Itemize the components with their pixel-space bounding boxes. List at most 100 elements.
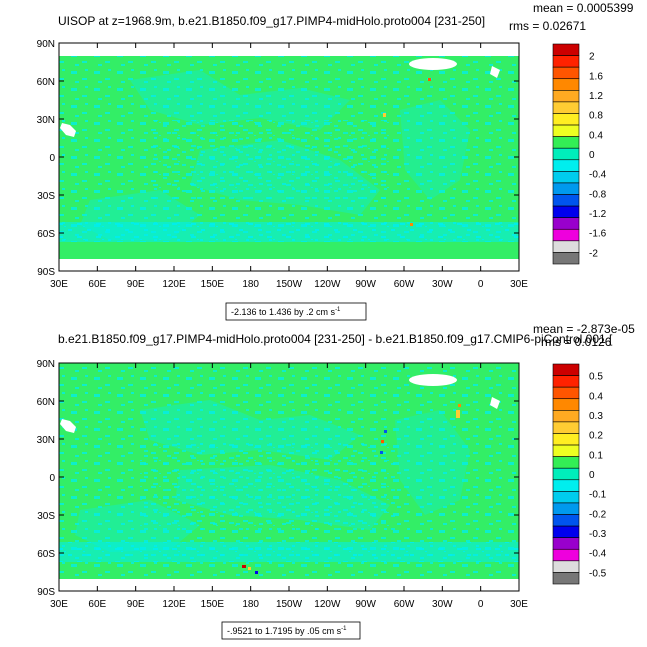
- x-tick-label: 180: [242, 279, 259, 290]
- colorbar-label: 1.6: [589, 71, 603, 82]
- y-tick-label: 0: [49, 473, 55, 484]
- y-tick-label: 30S: [37, 511, 55, 522]
- x-tick-label: 0: [478, 279, 484, 290]
- panel-1-title: UISOP at z=1968.9m, b.e21.B1850.f09_g17.…: [58, 14, 485, 28]
- x-tick-label: 30W: [432, 599, 453, 610]
- panel-2-title: b.e21.B1850.f09_g17.PIMP4-midHolo.proto0…: [58, 332, 613, 346]
- colorbar-swatch: [552, 147, 580, 161]
- colorbar-label: -0.3: [589, 529, 607, 540]
- x-tick-label: 60E: [88, 279, 106, 290]
- x-tick-label: 30W: [432, 279, 453, 290]
- colorbar-swatch: [552, 502, 580, 515]
- colorbar-swatch: [552, 90, 580, 103]
- x-tick-label: 30E: [510, 599, 528, 610]
- panel-1-y-axis: 90N 60N 30N 0 30S 60S 90S: [37, 39, 519, 278]
- y-tick-label: 60N: [37, 397, 55, 408]
- colorbar-swatch: [552, 398, 580, 411]
- y-tick-label: 30S: [37, 191, 55, 202]
- x-tick-label: 150W: [276, 599, 303, 610]
- x-tick-label: 60W: [394, 599, 415, 610]
- colorbar-swatch: [552, 491, 580, 504]
- colorbar-label: -0.5: [589, 568, 607, 579]
- y-tick-label: 90S: [37, 587, 55, 598]
- y-tick-label: 90S: [37, 267, 55, 278]
- y-tick-label: 0: [49, 153, 55, 164]
- colorbar-swatch: [552, 410, 580, 423]
- x-tick-label: 0: [478, 599, 484, 610]
- colorbar-swatch: [552, 194, 580, 207]
- x-tick-label: 90E: [127, 599, 145, 610]
- colorbar-swatch: [552, 421, 580, 434]
- panel-1-contour-info: -2.136 to 1.436 by .2 cm s-1: [231, 307, 341, 317]
- colorbar-swatch: [552, 136, 580, 149]
- colorbar-swatch: [552, 548, 580, 562]
- x-tick-label: 30E: [50, 279, 68, 290]
- colorbar-label: -1.2: [589, 209, 607, 220]
- colorbar-swatch: [552, 240, 580, 253]
- colorbar-swatch: [552, 205, 580, 218]
- panel-1-rms: rms = 0.02671: [509, 19, 586, 33]
- colorbar-swatch: [552, 572, 580, 585]
- panel-2-y-axis: 90N 60N 30N 0 30S 60S 90S: [37, 359, 519, 598]
- colorbar-swatch: [552, 386, 580, 400]
- panel-2: b.e21.B1850.f09_g17.PIMP4-midHolo.proto0…: [37, 322, 635, 640]
- colorbar-label: 0.5: [589, 372, 603, 383]
- x-tick-label: 60E: [88, 599, 106, 610]
- colorbar-label: 1.2: [589, 91, 603, 102]
- colorbar-label: 0.4: [589, 130, 603, 141]
- x-tick-label: 120E: [162, 599, 186, 610]
- colorbar-swatch: [552, 217, 580, 230]
- y-tick-label: 30N: [37, 115, 55, 126]
- panel-2-x-axis: 30E 60E 90E 120E 150E 180 150W 120W 90W 60W 30W 0 30…: [50, 363, 528, 610]
- colorbar-swatch: [552, 514, 580, 527]
- x-tick-label: 120W: [314, 279, 341, 290]
- x-tick-label: 90W: [355, 599, 376, 610]
- colorbar-swatch: [552, 113, 580, 126]
- colorbar-label: -0.2: [589, 509, 607, 520]
- colorbar-label: -0.8: [589, 189, 607, 200]
- colorbar-swatch: [552, 252, 580, 265]
- colorbar-label: 0.2: [589, 431, 603, 442]
- colorbar-swatch: [552, 363, 580, 376]
- y-tick-label: 60S: [37, 549, 55, 560]
- x-tick-label: 150W: [276, 279, 303, 290]
- panel-1-contour-info-box: -2.136 to 1.436 by .2 cm s-1: [225, 302, 367, 321]
- colorbar-label: 2: [589, 52, 595, 63]
- colorbar-swatch: [552, 228, 580, 242]
- colorbar-swatch: [552, 444, 580, 457]
- panel-2-mean: mean = -2.873e-05: [533, 322, 635, 336]
- colorbar-label: 0: [589, 150, 595, 161]
- x-tick-label: 120W: [314, 599, 341, 610]
- panel-1-x-axis: 30E 60E 90E 120E 150E 180 150W 120W 90W 60W 30W 0 30…: [50, 43, 528, 290]
- colorbar-swatch: [552, 375, 580, 388]
- y-tick-label: 60N: [37, 77, 55, 88]
- colorbar-label: 0.1: [589, 450, 603, 461]
- colorbar-label: -0.1: [589, 490, 607, 501]
- colorbar-swatch: [552, 171, 580, 184]
- x-tick-label: 150E: [201, 279, 225, 290]
- panel-2-rms: rms = 0.0126: [541, 335, 612, 349]
- panel-2-colorbar: 0.5 0.4 0.3 0.2 0.1 0 -0.1 -0.2 -0.3 -0.4 -0.5: [552, 363, 607, 585]
- colorbar-swatch: [552, 124, 580, 137]
- colorbar-label: 0: [589, 470, 595, 481]
- colorbar-label: -0.4: [589, 549, 607, 560]
- x-tick-label: 120E: [162, 279, 186, 290]
- colorbar-label: 0.8: [589, 111, 603, 122]
- panel-1-map-field: [59, 48, 519, 270]
- y-tick-label: 90N: [37, 39, 55, 50]
- colorbar-swatch: [552, 55, 580, 68]
- x-tick-label: 60W: [394, 279, 415, 290]
- x-tick-label: 180: [242, 599, 259, 610]
- colorbar-swatch: [552, 433, 580, 446]
- colorbar-label: -1.6: [589, 229, 607, 240]
- colorbar-swatch: [552, 159, 580, 172]
- x-tick-label: 90E: [127, 279, 145, 290]
- colorbar-swatch: [552, 456, 580, 469]
- x-tick-label: 90W: [355, 279, 376, 290]
- y-tick-label: 30N: [37, 435, 55, 446]
- y-tick-label: 90N: [37, 359, 55, 370]
- colorbar-swatch: [552, 479, 580, 492]
- panel-1-colorbar: 2 1.6 1.2 0.8 0.4 0 -0.4 -0.8 -1.2 -1.6 -2: [552, 43, 607, 265]
- colorbar-swatch: [552, 560, 580, 573]
